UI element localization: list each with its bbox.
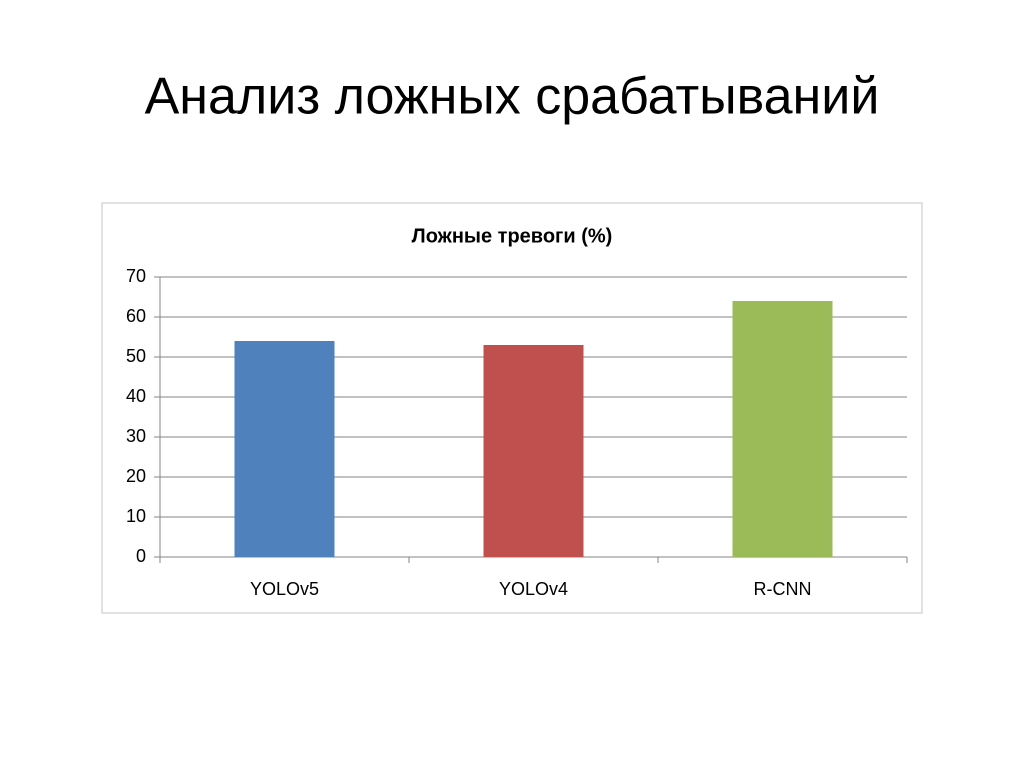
x-tick-label: YOLOv5 [250, 579, 319, 599]
y-tick-label: 30 [126, 426, 146, 446]
y-tick-label: 20 [126, 466, 146, 486]
y-tick-label: 10 [126, 506, 146, 526]
slide-title: Анализ ложных срабатываний [145, 68, 880, 126]
chart-title: Ложные тревоги (%) [412, 225, 613, 247]
y-tick-label: 70 [126, 266, 146, 286]
bar [234, 341, 335, 557]
x-tick-label: YOLOv4 [499, 579, 568, 599]
x-tick-label: R-CNN [754, 579, 812, 599]
y-tick-label: 40 [126, 386, 146, 406]
y-tick-label: 60 [126, 306, 146, 326]
bar [732, 301, 833, 557]
y-tick-label: 50 [126, 346, 146, 366]
bar [483, 345, 584, 557]
y-tick-label: 0 [136, 546, 146, 566]
